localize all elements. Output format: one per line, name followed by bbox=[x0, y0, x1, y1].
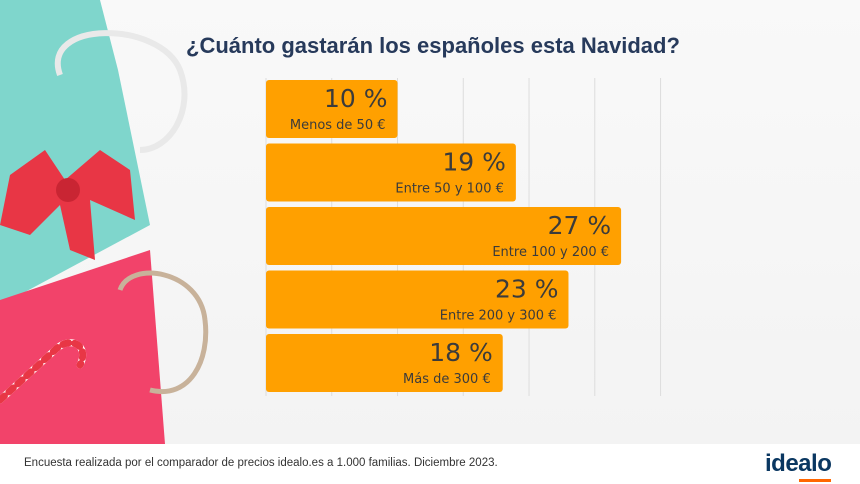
tan-bag-handle bbox=[117, 270, 209, 394]
bar-category-label: Entre 50 y 100 € bbox=[395, 182, 503, 197]
bar-chart: 10 % Menos de 50 € 19 % Entre 50 y 100 € 27 … bbox=[265, 78, 662, 396]
bar-value-label: 10 % bbox=[324, 84, 388, 113]
survey-note: Encuesta realizada por el comparador de … bbox=[24, 457, 498, 469]
logo-accent-underline bbox=[799, 479, 831, 482]
bar-value-label: 18 % bbox=[429, 338, 493, 367]
chart-bars: 10 % Menos de 50 € 19 % Entre 50 y 100 € 27 … bbox=[266, 80, 622, 392]
bar bbox=[266, 80, 398, 138]
bar bbox=[266, 270, 569, 329]
bar-category-label: Entre 100 y 200 € bbox=[492, 245, 609, 260]
bar bbox=[266, 143, 516, 202]
red-bow bbox=[0, 150, 135, 260]
bar-value-label: 23 % bbox=[495, 275, 559, 304]
bar-category-label: Entre 200 y 300 € bbox=[440, 309, 557, 324]
idealo-logo: idealo bbox=[765, 450, 832, 477]
white-bag-handle bbox=[54, 30, 188, 153]
bar-value-label: 19 % bbox=[442, 148, 506, 177]
footer-bar: Encuesta realizada por el comparador de … bbox=[0, 444, 860, 484]
bar bbox=[266, 207, 622, 265]
bar-value-label: 27 % bbox=[548, 211, 612, 240]
bar-category-label: Más de 300 € bbox=[403, 372, 491, 387]
bar bbox=[266, 334, 503, 392]
gift-bags-illustration bbox=[0, 0, 209, 444]
chart-title: ¿Cuánto gastarán los españoles esta Navi… bbox=[186, 33, 680, 58]
bow-knot bbox=[56, 178, 80, 202]
bar-category-label: Menos de 50 € bbox=[290, 118, 386, 133]
infographic-canvas: ¿Cuánto gastarán los españoles esta Navi… bbox=[0, 0, 860, 444]
